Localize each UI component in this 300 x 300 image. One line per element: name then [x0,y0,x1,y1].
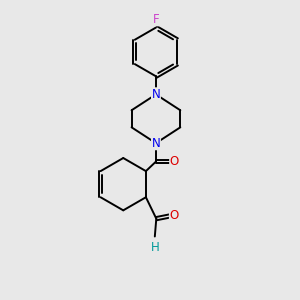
Text: N: N [152,137,160,150]
Text: N: N [152,88,160,101]
Text: F: F [153,13,159,26]
Text: O: O [170,155,179,168]
Text: O: O [169,208,179,222]
Text: H: H [150,241,159,254]
